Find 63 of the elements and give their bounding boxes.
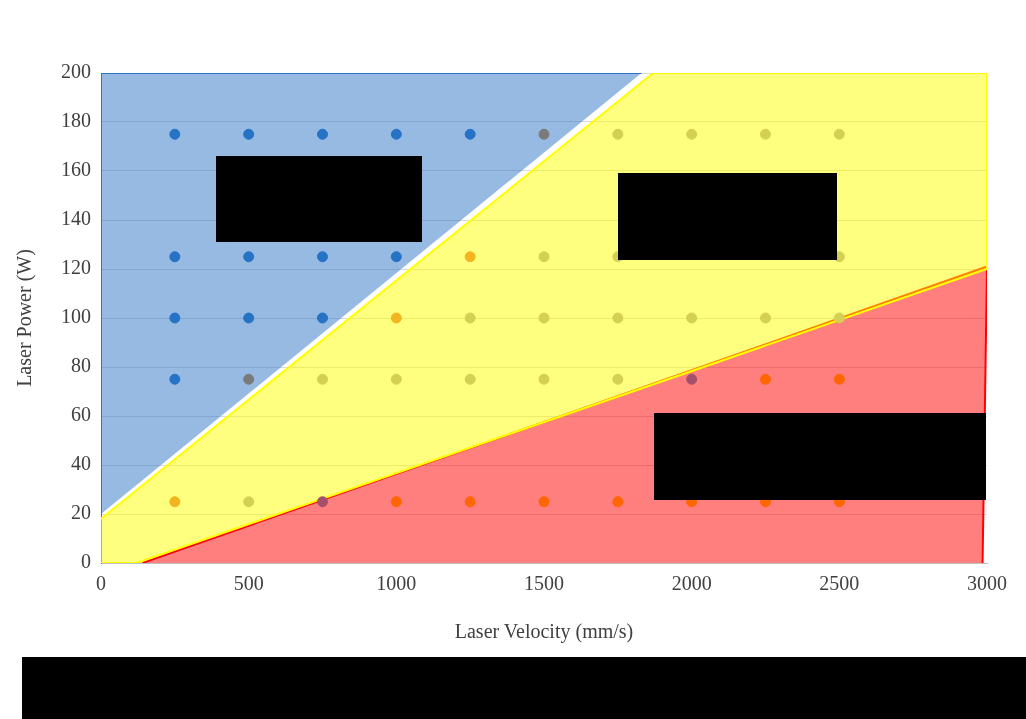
point: [317, 128, 328, 140]
point: [169, 496, 181, 508]
point: [686, 312, 698, 324]
y-tick-label: 60: [71, 403, 91, 426]
y-tick-label: 180: [61, 109, 91, 132]
y-axis-title: Laser Power (W): [13, 249, 37, 387]
y-tick-label: 0: [81, 550, 91, 573]
point: [390, 496, 402, 508]
point: [317, 251, 328, 263]
point: [464, 496, 476, 508]
point: [760, 373, 771, 385]
x-tick-label: 500: [233, 572, 264, 595]
point: [390, 312, 402, 324]
point: [243, 373, 255, 385]
point: [760, 312, 771, 324]
point: [464, 312, 476, 324]
x-tick-label: 0: [96, 572, 106, 595]
y-tick-label: 140: [61, 207, 91, 230]
point: [464, 373, 476, 385]
y-tick-label: 100: [61, 305, 91, 328]
point: [464, 251, 476, 263]
y-tick-label: 120: [61, 256, 91, 279]
point: [612, 312, 624, 324]
point: [538, 496, 550, 508]
x-axis-title: Laser Velocity (mm/s): [454, 620, 634, 644]
point: [317, 312, 328, 324]
point: [538, 312, 550, 324]
y-tick-label: 80: [71, 354, 91, 377]
point: [612, 373, 624, 385]
x-tick-label: 3000: [967, 572, 1007, 595]
x-tick-label: 1500: [524, 572, 564, 595]
point: [686, 373, 698, 385]
point: [169, 373, 181, 385]
point: [833, 312, 845, 324]
point: [243, 128, 255, 140]
x-tick-label: 1000: [376, 572, 417, 595]
point: [464, 128, 476, 140]
point: [833, 373, 845, 385]
point: [833, 128, 845, 140]
y-tick-label: 160: [61, 158, 91, 181]
point: [169, 128, 181, 140]
point: [760, 128, 771, 140]
y-tick-label: 20: [71, 501, 91, 524]
point: [612, 496, 624, 508]
point: [538, 128, 550, 140]
point: [243, 312, 255, 324]
point: [169, 312, 181, 324]
point: [538, 251, 550, 263]
point: [317, 373, 328, 385]
point: [612, 128, 624, 140]
point: [169, 251, 181, 263]
x-tick-label: 2000: [671, 572, 712, 595]
point: [243, 251, 255, 263]
point: [686, 128, 698, 140]
x-tick-label: 2500: [819, 572, 860, 595]
point: [390, 128, 402, 140]
point: [538, 373, 550, 385]
y-tick-label: 200: [61, 60, 91, 83]
y-tick-label: 40: [71, 452, 91, 475]
point: [243, 496, 255, 508]
point: [390, 251, 402, 263]
point: [317, 496, 328, 508]
point: [390, 373, 402, 385]
